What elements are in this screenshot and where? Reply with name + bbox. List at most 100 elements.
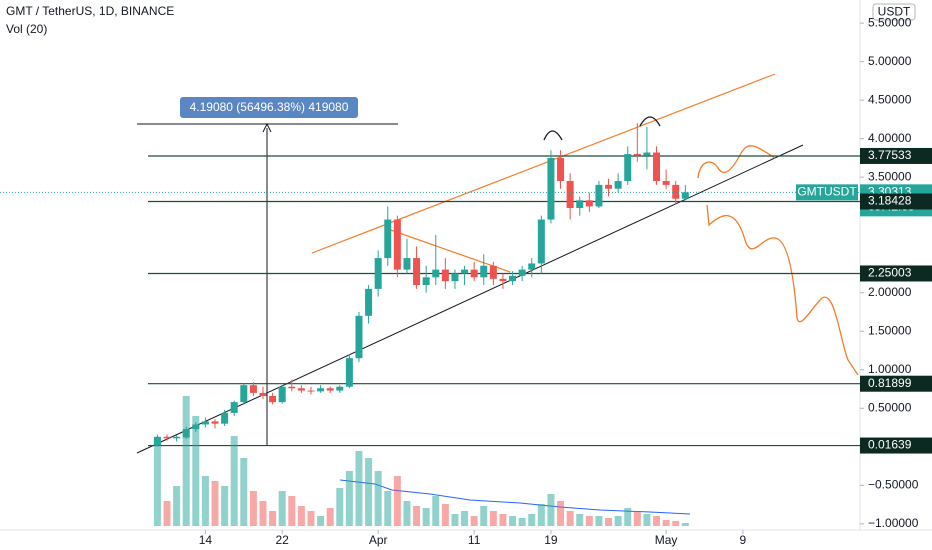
volume-bar — [182, 396, 190, 526]
candle-body — [537, 219, 545, 264]
volume-bar — [336, 488, 344, 526]
candle-body — [518, 269, 526, 276]
volume-bar — [317, 516, 325, 526]
level-box — [860, 147, 932, 164]
candle-body — [441, 269, 449, 282]
candle-body — [605, 184, 613, 189]
candle-body — [461, 269, 469, 274]
candle-body — [393, 219, 401, 270]
candle-body — [413, 258, 421, 286]
x-tick-label: 9 — [740, 533, 747, 547]
candle-body — [557, 157, 565, 182]
candle-body — [278, 386, 286, 403]
candle-body — [499, 278, 507, 282]
candle-body — [249, 385, 257, 393]
volume-bar — [662, 520, 670, 526]
volume-bar — [528, 514, 536, 526]
level-label: 3.77533 — [868, 148, 912, 162]
volume-bar — [518, 518, 526, 526]
candle-body — [470, 269, 478, 278]
volume-bar — [624, 508, 632, 526]
candle-body — [211, 421, 219, 424]
candle-body — [547, 157, 555, 220]
candle-body — [259, 392, 267, 396]
candle-body — [480, 265, 488, 278]
volume-bar — [451, 514, 459, 526]
volume-bar — [374, 471, 382, 526]
volume-bar — [672, 521, 680, 526]
volume-bar — [614, 516, 622, 526]
x-tick-label: 19 — [544, 533, 558, 547]
volume-bar — [163, 501, 171, 526]
candle-body — [451, 273, 459, 282]
x-tick-label: 14 — [199, 533, 213, 547]
chart-title: GMT / TetherUS, 1D, BINANCE — [6, 4, 174, 18]
volume-bar — [681, 523, 689, 526]
candle-body — [173, 436, 181, 439]
volume-bar — [432, 496, 440, 526]
candle-body — [307, 390, 315, 392]
volume-bar — [393, 476, 401, 526]
y-tick-label: −1.00000 — [868, 516, 919, 530]
candle-body — [614, 181, 622, 189]
trend-line — [136, 144, 804, 454]
volume-bar — [269, 511, 277, 526]
trend-line — [384, 227, 511, 273]
volume-bar — [422, 508, 430, 526]
currency-box[interactable] — [872, 3, 916, 21]
candle-body — [643, 152, 651, 156]
volume-bar — [326, 508, 334, 526]
volume-bar — [537, 504, 545, 526]
candle-body — [528, 263, 536, 270]
candle-body — [422, 277, 430, 286]
candle-body — [153, 436, 161, 446]
volume-bar — [201, 476, 209, 526]
candle-body — [595, 184, 603, 207]
drawings — [136, 73, 859, 515]
candle-body — [662, 181, 670, 185]
candle-body — [355, 315, 363, 359]
y-tick-label: 5.50000 — [868, 15, 912, 29]
volume-bar — [355, 451, 363, 526]
volume-bar — [489, 511, 497, 526]
volume-bar — [499, 514, 507, 526]
candle-body — [374, 258, 382, 289]
volume-bar — [211, 481, 219, 526]
volume-bar — [288, 496, 296, 526]
volume-bar — [585, 516, 593, 526]
candle-body — [163, 436, 171, 439]
candle-body — [365, 288, 373, 316]
projection — [706, 204, 859, 376]
volume-bar — [153, 438, 161, 526]
volume-bar — [307, 511, 315, 526]
candle-body — [509, 275, 517, 282]
candle-body — [317, 388, 325, 392]
candle-body — [230, 402, 238, 413]
volume-bar — [566, 511, 574, 526]
volume-bar — [384, 491, 392, 526]
currency[interactable]: USDT — [878, 5, 911, 19]
volume-bar — [480, 506, 488, 526]
x-tick-label: 22 — [276, 533, 290, 547]
y-tick-label: 5.00000 — [868, 54, 912, 68]
volume-bar — [461, 511, 469, 526]
candle-body — [653, 152, 661, 182]
volume-bar — [278, 491, 286, 526]
volume-bar — [345, 471, 353, 526]
y-tick-label: 4.50000 — [868, 92, 912, 106]
volume-bar — [240, 458, 248, 526]
candle-body — [672, 184, 680, 199]
candle-body — [384, 219, 392, 259]
volume-bar — [576, 514, 584, 526]
candle-body — [432, 269, 440, 278]
volume-bar — [509, 516, 517, 526]
volume-bar — [595, 516, 603, 526]
candle-body — [576, 200, 584, 208]
candle-body — [624, 154, 632, 182]
volume-bar — [365, 458, 373, 526]
volume-bar — [259, 501, 267, 526]
volume-bar — [173, 486, 181, 526]
candle-body — [633, 154, 641, 156]
y-tick-label: 2.00000 — [868, 285, 912, 299]
